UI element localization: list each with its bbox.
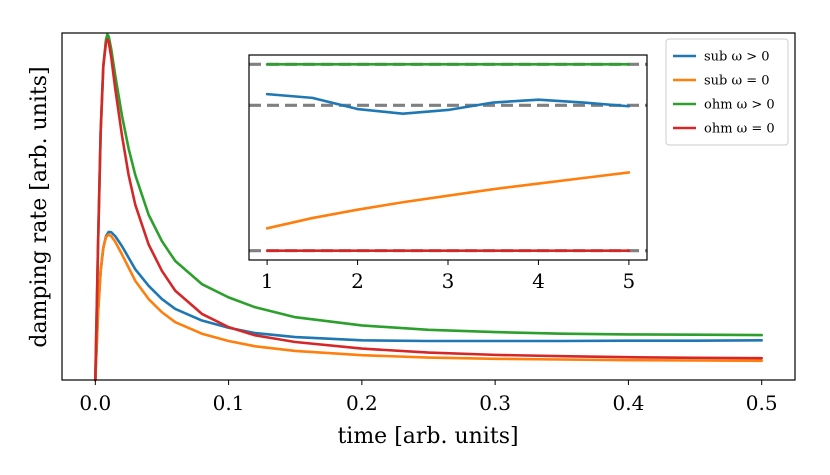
main-x-tick-label: 0.3 — [479, 391, 511, 415]
legend-label-sub-omega-eq-0: sub ω = 0 — [704, 74, 770, 89]
main-x-tick-label: 0.5 — [746, 391, 778, 415]
legend-label-sub-omega-gt-0: sub ω > 0 — [704, 50, 770, 65]
main-plot-area: 0.0 0.1 0.2 0.3 0.4 0.5 — [61, 32, 796, 415]
main-x-ticks: 0.0 0.1 0.2 0.3 0.4 0.5 — [79, 380, 778, 415]
inset-background — [249, 55, 647, 260]
x-axis-label: time [arb. units] — [337, 424, 518, 449]
inset-x-tick-label: 2 — [351, 269, 364, 293]
legend-entries: sub ω > 0 sub ω = 0 ohm ω > 0 ohm ω = 0 — [673, 50, 775, 137]
inset-x-tick-label: 4 — [532, 269, 545, 293]
main-series-line-ohm-omega-gt-0 — [94, 33, 763, 382]
main-series-group — [94, 33, 763, 382]
legend-label-ohm-omega-gt-0: ohm ω > 0 — [704, 98, 775, 113]
main-x-tick-label: 0.4 — [613, 391, 645, 415]
main-series-line-ohm-omega-eq-0 — [94, 38, 763, 382]
main-x-tick-label: 0.0 — [79, 391, 111, 415]
legend: sub ω > 0 sub ω = 0 ohm ω > 0 ohm ω = 0 — [665, 38, 789, 146]
inset-series-group — [265, 63, 631, 252]
inset-x-ticks: 1 2 3 4 5 — [261, 260, 636, 293]
inset-x-tick-label: 1 — [261, 269, 274, 293]
inset-x-tick-label: 5 — [623, 269, 636, 293]
main-x-tick-label: 0.1 — [213, 391, 245, 415]
main-series-line-sub-omega-eq-0 — [94, 233, 763, 382]
legend-box — [665, 38, 789, 146]
inset-plot-area: 1 2 3 4 5 — [248, 54, 648, 293]
inset-series-line-sub-omega-eq-0 — [265, 171, 631, 230]
y-axis-label: damping rate [arb. units] — [27, 66, 52, 347]
legend-label-ohm-omega-eq-0: ohm ω = 0 — [704, 122, 775, 137]
main-x-tick-label: 0.2 — [346, 391, 378, 415]
inset-x-tick-label: 3 — [442, 269, 455, 293]
main-axes-frame — [61, 32, 796, 381]
inset-series-line-sub-omega-gt-0 — [265, 92, 631, 115]
